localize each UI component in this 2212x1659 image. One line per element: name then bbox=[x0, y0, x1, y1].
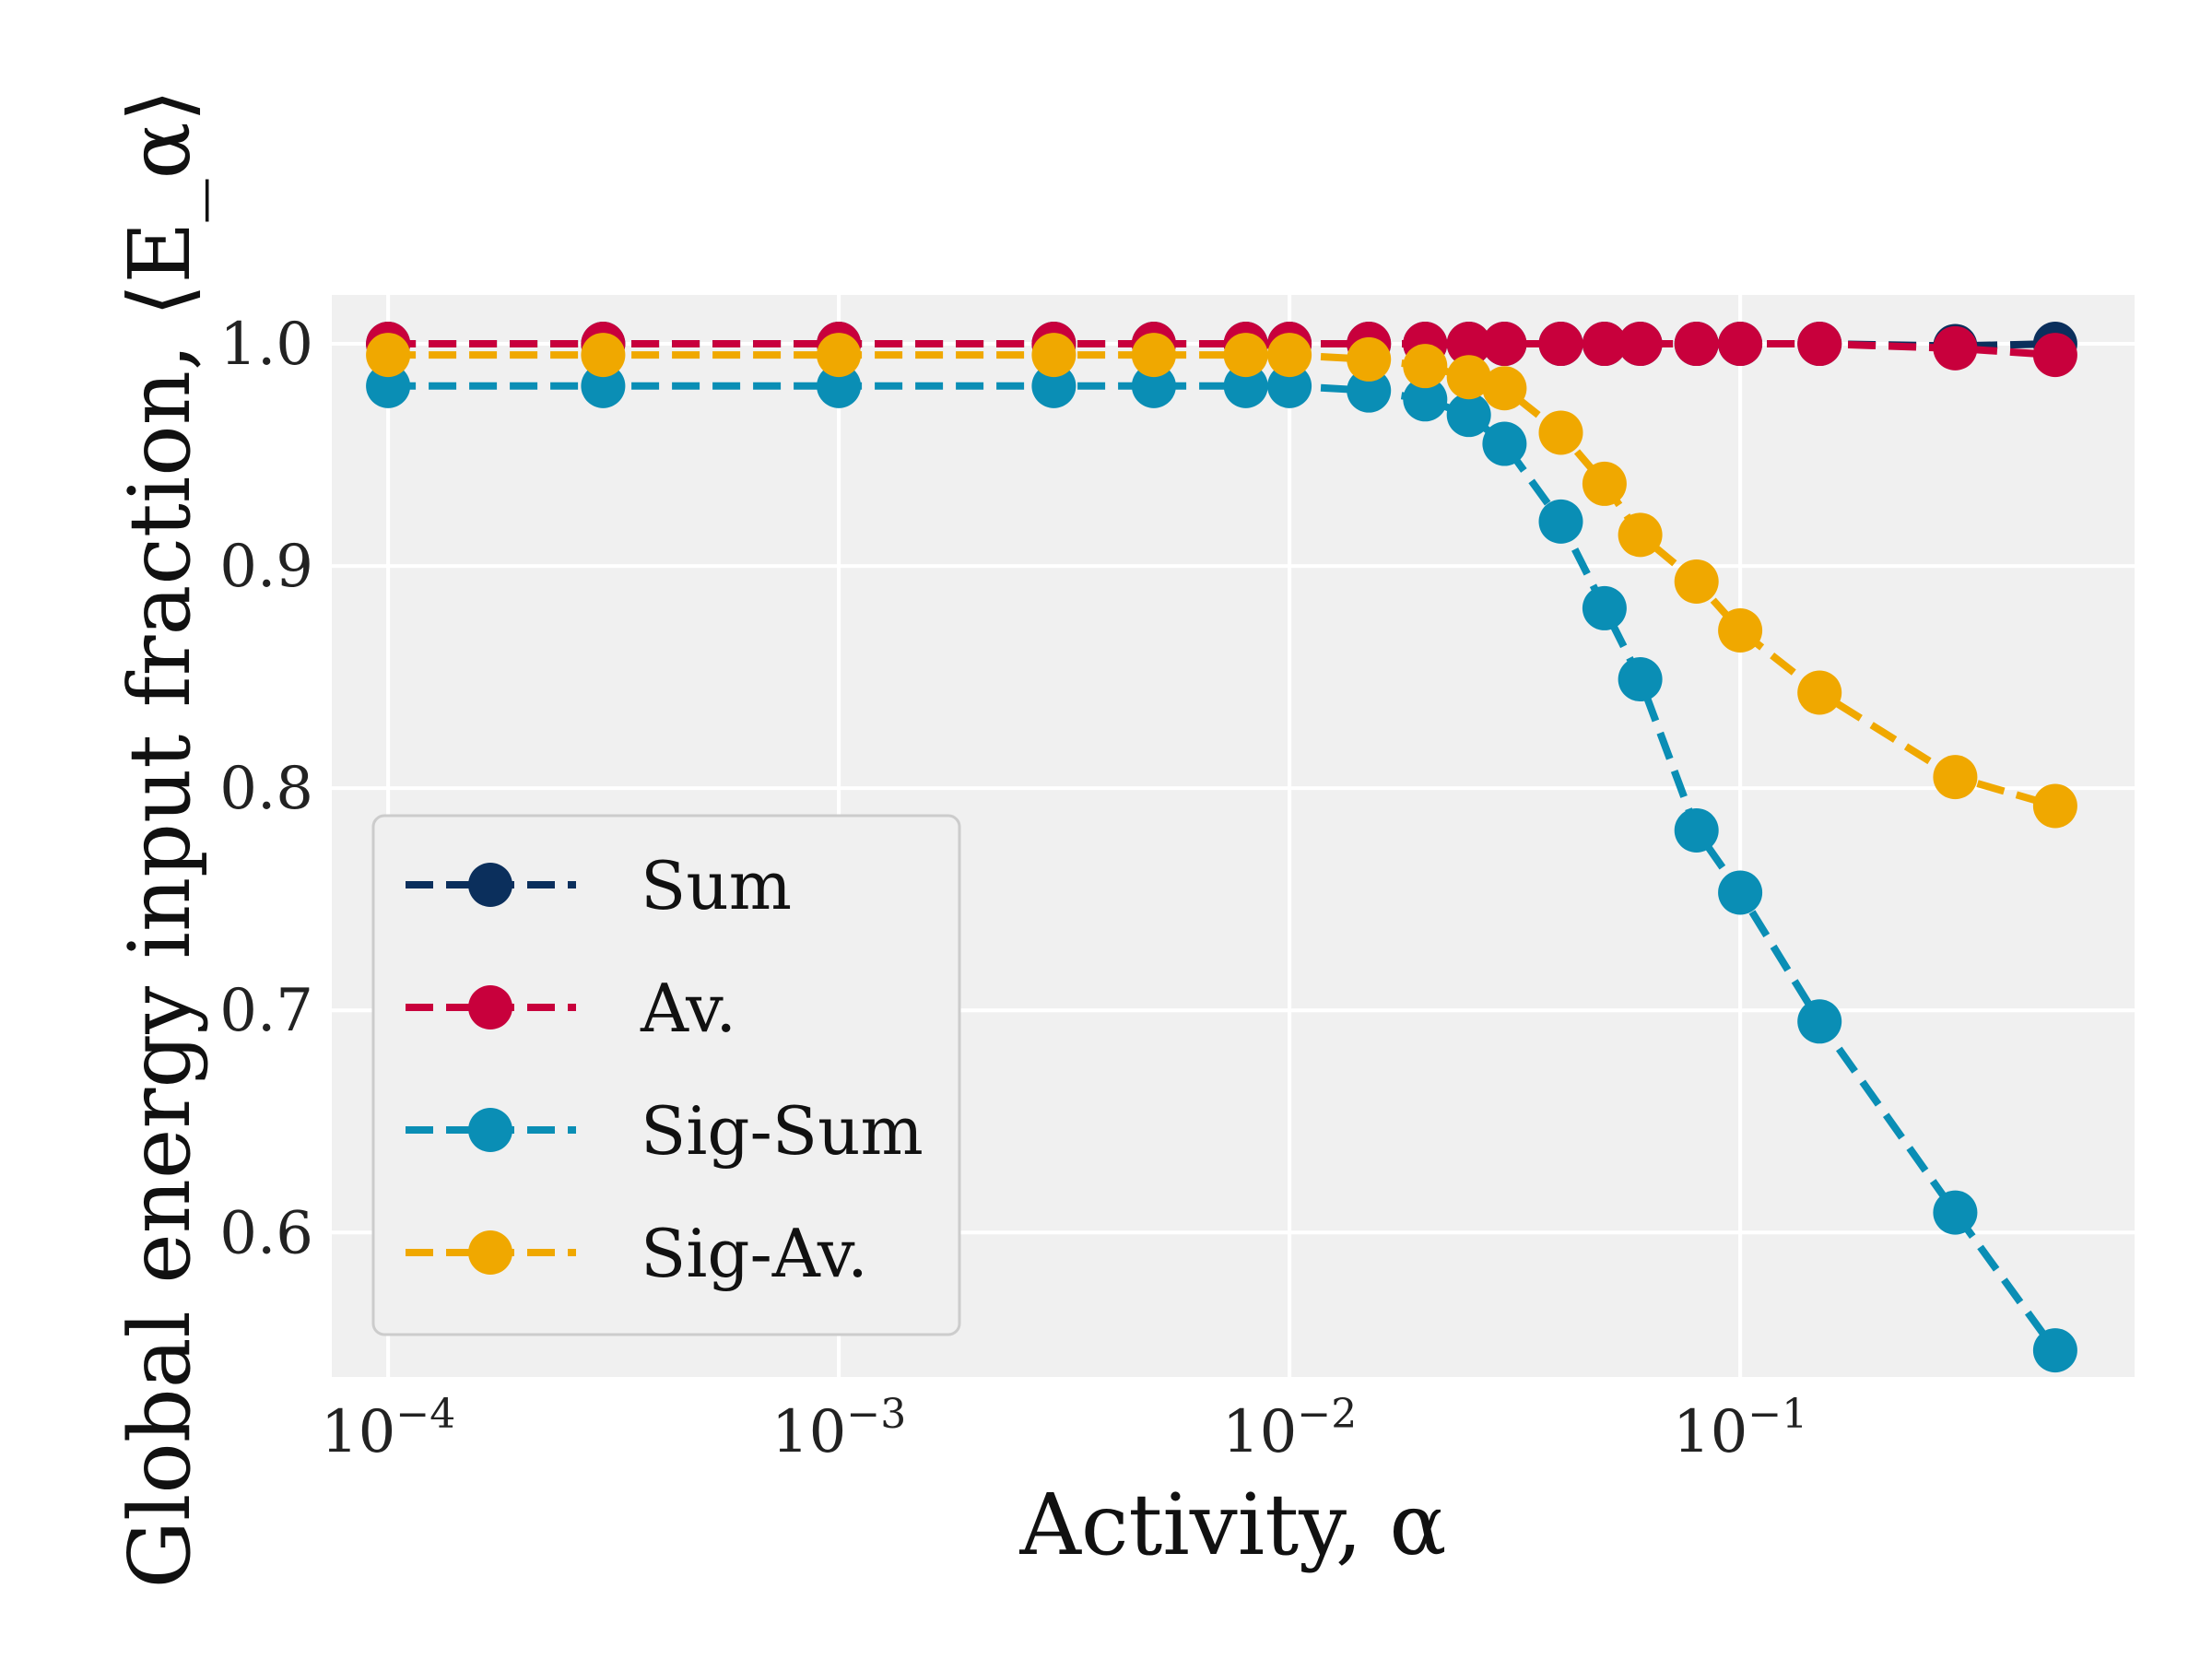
x-tick-labels: 10−4 10−3 10−2 10−1 bbox=[321, 1391, 1807, 1466]
data-point-sig-av bbox=[2032, 783, 2077, 829]
data-point-sig-sum bbox=[1267, 363, 1312, 408]
x-tick-label: 10−2 bbox=[1222, 1391, 1357, 1466]
data-point-sig-sum bbox=[2032, 1328, 2077, 1373]
x-tick-label: 10−3 bbox=[771, 1391, 906, 1466]
data-point-sig-av bbox=[1347, 336, 1392, 382]
y-tick-label: 0.9 bbox=[219, 533, 313, 601]
data-point-sig-sum bbox=[1347, 368, 1392, 413]
x-tick-label: 10−4 bbox=[321, 1391, 455, 1466]
data-point-sig-sum bbox=[581, 363, 626, 408]
data-point-sig-sum bbox=[1797, 999, 1842, 1044]
y-tick-label: 1.0 bbox=[219, 311, 313, 379]
data-point-sig-sum bbox=[1131, 363, 1176, 408]
data-point-sig-sum bbox=[1482, 421, 1527, 466]
legend-label-sum: Sum bbox=[641, 847, 792, 924]
legend-marker-av bbox=[468, 985, 512, 1030]
data-point-sig-sum bbox=[1618, 657, 1663, 702]
data-point-sig-sum bbox=[1582, 585, 1627, 630]
series-layer bbox=[366, 322, 2077, 1373]
data-point-av bbox=[1674, 322, 1719, 367]
data-point-sig-av bbox=[1223, 333, 1268, 378]
data-point-sig-sum bbox=[1674, 807, 1719, 853]
data-point-av bbox=[1718, 322, 1763, 367]
data-point-sig-sum bbox=[817, 363, 862, 408]
data-point-sig-av bbox=[1267, 333, 1312, 378]
data-point-av bbox=[1582, 322, 1627, 367]
data-point-sig-av bbox=[1674, 559, 1719, 604]
y-axis-label: Global energy input fraction, ⟨E_α⟩ bbox=[111, 89, 209, 1589]
y-tick-label: 0.8 bbox=[219, 755, 313, 823]
data-point-sig-av bbox=[1797, 670, 1842, 715]
x-axis-label: Activity, α bbox=[1018, 1476, 1446, 1574]
data-point-sig-av bbox=[1031, 333, 1077, 378]
y-tick-label: 0.6 bbox=[219, 1199, 313, 1267]
data-point-sig-av bbox=[581, 333, 626, 378]
data-point-sig-av bbox=[1538, 410, 1583, 455]
legend: Sum Av. Sig-Sum Sig-Av. bbox=[371, 814, 961, 1336]
data-point-sig-av bbox=[1446, 355, 1491, 400]
data-point-av bbox=[1618, 322, 1663, 367]
legend-marker-sig-sum bbox=[468, 1108, 512, 1152]
data-point-sig-av bbox=[1618, 512, 1663, 558]
data-point-av bbox=[1538, 322, 1583, 367]
legend-label-av: Av. bbox=[640, 970, 736, 1047]
data-point-sig-av bbox=[1718, 608, 1763, 653]
legend-label-sig-sum: Sig-Sum bbox=[641, 1092, 924, 1170]
data-point-av bbox=[2032, 333, 2077, 378]
data-point-sig-sum bbox=[1031, 363, 1077, 408]
legend-marker-sum bbox=[468, 863, 512, 907]
data-point-sig-sum bbox=[1538, 499, 1583, 544]
data-point-sig-sum bbox=[1446, 393, 1491, 438]
data-point-sig-av bbox=[1403, 344, 1448, 389]
data-point-av bbox=[1797, 322, 1842, 367]
data-point-sig-sum bbox=[1933, 1190, 1978, 1235]
data-point-sig-sum bbox=[1223, 363, 1268, 408]
data-point-sig-av bbox=[817, 333, 862, 378]
legend-box bbox=[371, 814, 961, 1336]
data-point-av bbox=[1446, 322, 1491, 367]
legend-marker-sig-av bbox=[468, 1230, 512, 1275]
data-point-sig-sum bbox=[366, 363, 411, 408]
data-point-sig-av bbox=[1933, 755, 1978, 800]
data-point-sig-av bbox=[366, 333, 411, 378]
data-point-sig-av bbox=[1482, 366, 1527, 411]
data-point-av bbox=[1933, 325, 1978, 371]
data-point-sig-sum bbox=[1403, 377, 1448, 422]
y-tick-labels: 0.6 0.7 0.8 0.9 1.0 bbox=[219, 311, 313, 1267]
y-tick-label: 0.7 bbox=[219, 977, 313, 1045]
legend-label-sig-av: Sig-Av. bbox=[641, 1215, 868, 1292]
data-point-sig-av bbox=[1131, 333, 1176, 378]
data-point-sig-sum bbox=[1718, 870, 1763, 915]
data-point-sig-av bbox=[1582, 461, 1627, 506]
x-tick-label: 10−1 bbox=[1673, 1391, 1807, 1466]
data-point-av bbox=[1482, 322, 1527, 367]
